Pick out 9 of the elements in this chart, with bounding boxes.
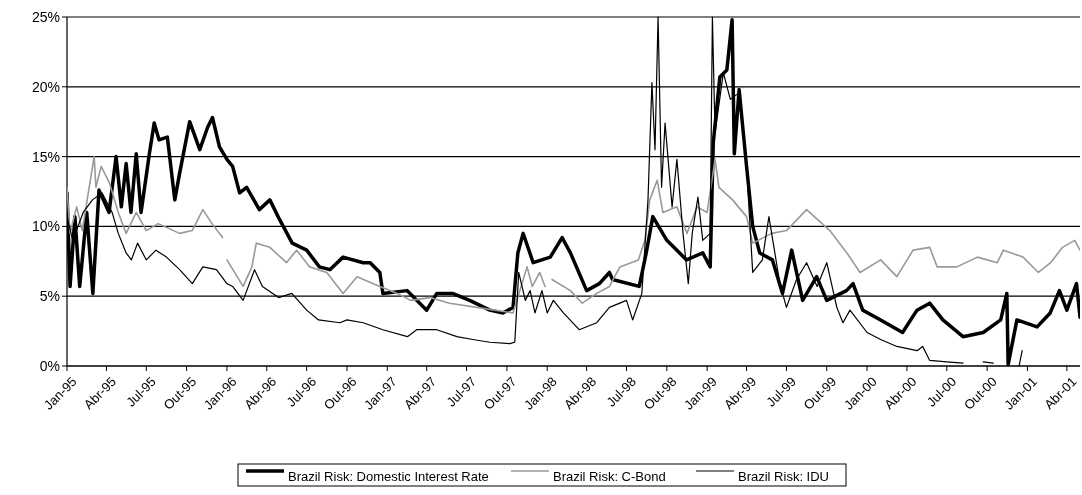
y-tick-label: 15% [31,148,60,165]
y-tick-label: 25% [31,8,60,25]
legend-label: Brazil Risk: Domestic Interest Rate [288,469,489,484]
y-tick-label: 10% [31,218,60,235]
y-tick-label: 5% [39,288,60,305]
legend-label: Brazil Risk: C-Bond [553,469,666,484]
y-tick-label: 0% [39,357,60,374]
y-tick-label: 20% [31,78,60,95]
legend-label: Brazil Risk: IDU [738,469,830,484]
